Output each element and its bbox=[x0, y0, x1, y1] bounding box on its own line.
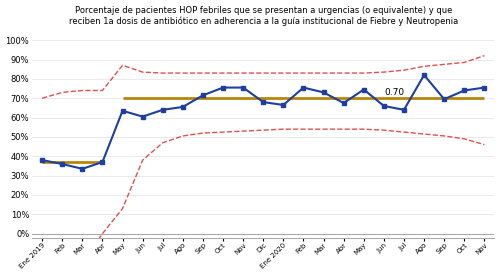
Title: Porcentaje de pacientes HOP febriles que se presentan a urgencias (o equivalente: Porcentaje de pacientes HOP febriles que… bbox=[68, 6, 458, 26]
Text: 0.70: 0.70 bbox=[384, 88, 404, 97]
